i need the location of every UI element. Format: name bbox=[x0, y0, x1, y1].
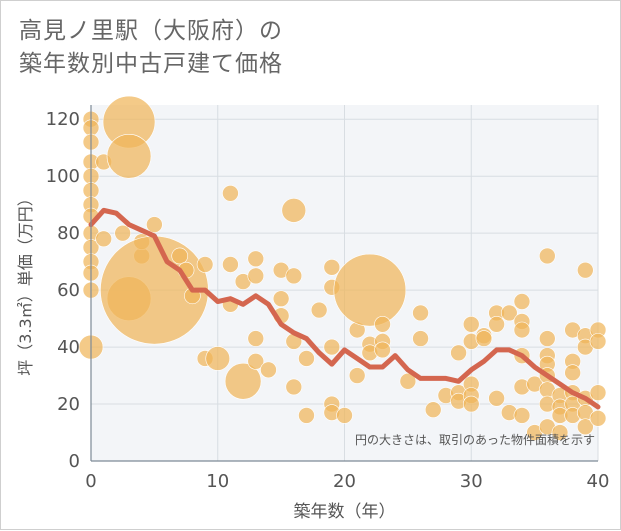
y-tick-label: 80 bbox=[57, 223, 80, 244]
data-bubble bbox=[374, 341, 391, 359]
x-tick-label: 40 bbox=[587, 471, 610, 492]
data-bubble bbox=[247, 330, 265, 347]
data-bubble bbox=[336, 407, 353, 424]
data-bubble bbox=[551, 424, 569, 441]
x-tick-label: 10 bbox=[206, 471, 229, 492]
data-bubble bbox=[333, 253, 407, 327]
data-bubble bbox=[205, 346, 231, 371]
data-bubble bbox=[424, 401, 442, 419]
data-bubble bbox=[513, 293, 531, 310]
data-bubble bbox=[285, 378, 303, 396]
data-bubble bbox=[399, 372, 417, 390]
data-bubble bbox=[577, 418, 594, 436]
y-axis-label: 坪（3.3㎡）単価（万円） bbox=[16, 190, 35, 375]
y-tick-label: 20 bbox=[57, 394, 80, 415]
data-bubble bbox=[462, 395, 480, 413]
y-tick-label: 60 bbox=[57, 280, 80, 301]
y-tick-label: 0 bbox=[69, 451, 80, 472]
x-tick-label: 20 bbox=[333, 471, 356, 492]
data-bubble bbox=[450, 344, 467, 362]
chart-title-line-2: 築年数別中古戸建て価格 bbox=[19, 51, 283, 77]
y-tick-label: 40 bbox=[57, 337, 80, 358]
data-bubble bbox=[146, 216, 163, 233]
bubble-series bbox=[78, 95, 607, 441]
data-bubble bbox=[298, 407, 315, 424]
x-tick-label: 30 bbox=[460, 471, 483, 492]
data-bubble bbox=[589, 384, 607, 401]
data-bubble bbox=[513, 321, 531, 339]
average-price-line bbox=[88, 207, 601, 410]
data-bubble bbox=[298, 350, 315, 367]
data-bubble bbox=[564, 364, 581, 382]
data-bubble bbox=[247, 250, 265, 268]
data-bubble bbox=[222, 184, 239, 202]
data-bubble bbox=[412, 304, 429, 322]
data-bubble bbox=[462, 315, 480, 333]
data-bubble bbox=[488, 390, 505, 407]
data-bubble bbox=[247, 353, 265, 370]
data-bubble bbox=[412, 330, 429, 347]
data-bubble bbox=[272, 290, 290, 307]
x-axis-label: 築年数（年） bbox=[294, 502, 396, 522]
data-bubble bbox=[589, 409, 607, 427]
x-tick-label: 0 bbox=[85, 471, 96, 492]
data-bubble bbox=[222, 256, 239, 273]
data-bubble bbox=[114, 224, 131, 242]
data-bubble bbox=[577, 261, 594, 279]
data-bubble bbox=[281, 198, 307, 223]
tick-labels: 0 10 20 30 40 0 20 40 60 80 100 120 bbox=[46, 109, 610, 492]
data-bubble bbox=[323, 338, 341, 356]
bubble-size-note: 円の大きさは、取引のあった物件面積を示す bbox=[355, 432, 595, 447]
data-bubble bbox=[475, 330, 493, 347]
axes bbox=[90, 105, 598, 462]
y-tick-label: 120 bbox=[46, 109, 80, 130]
chart-title-line-1: 高見ノ里駅（大阪府）の bbox=[19, 18, 283, 44]
data-bubble bbox=[310, 301, 328, 319]
data-bubble bbox=[538, 247, 556, 265]
data-bubble bbox=[323, 259, 341, 276]
data-bubble bbox=[95, 230, 112, 248]
data-bubble bbox=[247, 267, 265, 285]
data-bubble bbox=[538, 330, 556, 347]
data-bubble bbox=[224, 362, 262, 400]
data-bubble bbox=[589, 333, 607, 350]
data-bubble bbox=[513, 407, 531, 424]
data-bubble bbox=[106, 133, 152, 179]
data-bubble bbox=[500, 304, 518, 322]
chart-title: 高見ノ里駅（大阪府）の 築年数別中古戸建て価格 bbox=[19, 15, 579, 81]
data-bubble bbox=[196, 256, 214, 273]
data-bubble bbox=[260, 361, 277, 379]
data-bubble bbox=[285, 267, 303, 285]
data-bubble bbox=[374, 315, 391, 333]
data-bubble bbox=[171, 247, 189, 265]
y-tick-label: 100 bbox=[46, 166, 80, 187]
data-bubble bbox=[488, 315, 505, 333]
data-bubble bbox=[348, 367, 366, 384]
